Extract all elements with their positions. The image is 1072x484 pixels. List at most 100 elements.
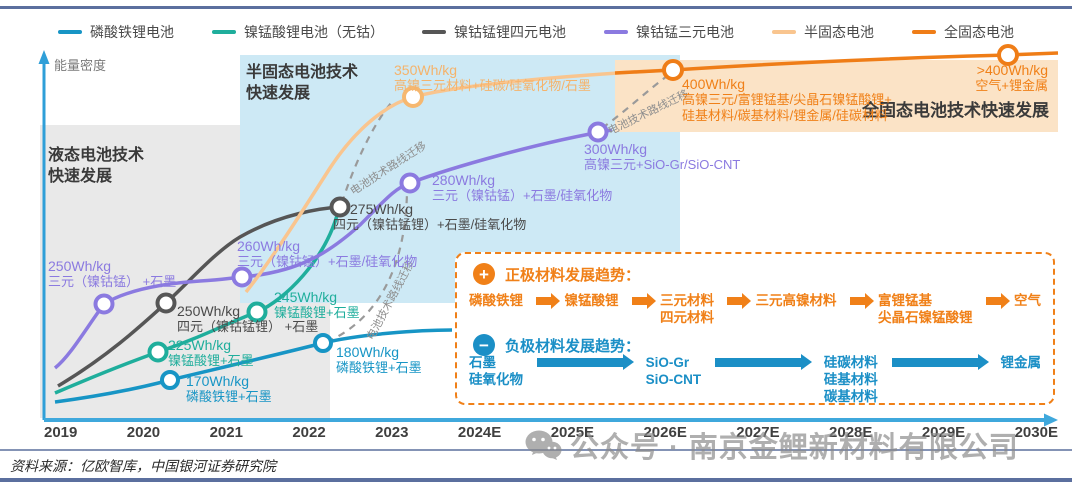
step-line: 磷酸铁锂 bbox=[469, 293, 523, 308]
annotation-material: 镍锰酸锂+石墨 bbox=[274, 305, 360, 320]
source-note: 资料来源：亿欧智库，中国银河证券研究院 bbox=[10, 458, 276, 474]
zone-title-line: 快速发展 bbox=[246, 85, 311, 102]
annotation-material: 三元（镍钴锰）+石墨/硅氧化物 bbox=[237, 254, 418, 269]
marker-300wh-ternary bbox=[587, 121, 609, 143]
annotation-value: 245Wh/kg bbox=[274, 289, 338, 305]
annotation-value: >400Wh/kg bbox=[976, 62, 1048, 78]
legend-item-ternary: 镍钴锰三元电池 bbox=[604, 22, 734, 42]
x-tick: 2019 bbox=[44, 424, 78, 441]
annotation-260wh-ternary: 260Wh/kg 三元（镍钴锰）+石墨/硅氧化物 bbox=[237, 238, 417, 270]
curve-lnmo bbox=[54, 211, 340, 395]
step-line: 锂金属 bbox=[1000, 355, 1041, 370]
y-axis-arrowhead bbox=[38, 50, 50, 64]
x-tick: 2027E bbox=[736, 424, 780, 441]
annotation-material: 磷酸铁锂+石墨 bbox=[186, 389, 272, 404]
zone-title-semi-solid: 半固态电池技术 快速发展 bbox=[246, 62, 358, 104]
annotation-value: 250Wh/kg bbox=[177, 303, 241, 319]
material-trend-box: + 正极材料发展趋势： 磷酸铁锂 镍锰酸锂 三元材料 四元材料 三元高镍材料 富… bbox=[455, 252, 1055, 405]
annotation-material: 镍锰酸锂+石墨 bbox=[168, 353, 254, 368]
curve-quaternary bbox=[57, 205, 341, 388]
cathode-trend-row: 磷酸铁锂 镍锰酸锂 三元材料 四元材料 三元高镍材料 富锂锰基 尖晶石镍锰酸锂 bbox=[469, 292, 1041, 326]
legend-item-all-solid: 全固态电池 bbox=[912, 22, 1014, 42]
cathode-trend-title: 正极材料发展趋势： bbox=[505, 266, 641, 284]
step-line: 空气 bbox=[1014, 293, 1041, 308]
legend-label: 镍锰酸锂电池（无钴） bbox=[244, 24, 384, 40]
x-tick: 2022 bbox=[292, 424, 326, 441]
curve-lfp bbox=[54, 328, 453, 404]
legend-label: 半固态电池 bbox=[804, 24, 874, 40]
legend-item-lfp: 磷酸铁锂电池 bbox=[58, 22, 174, 42]
annotation-gt400wh-all-solid: >400Wh/kg 空气+锂金属 bbox=[912, 62, 1048, 94]
zone-title-liquid: 液态电池技术 快速发展 bbox=[48, 145, 144, 187]
marker-gt400wh-all-solid bbox=[997, 44, 1019, 66]
marker-260wh-ternary bbox=[231, 266, 253, 288]
step-line: 镍锰酸锂 bbox=[564, 293, 619, 308]
step-line: 硅碳材料 bbox=[823, 355, 878, 370]
zone-title-line: 液态电池技术 bbox=[48, 147, 145, 164]
chart-legend: 磷酸铁锂电池 镍锰酸锂电池（无钴） 镍钴锰锂四元电池 镍钴锰三元电池 半固态电池… bbox=[0, 22, 1072, 42]
step-line: 富锂锰基 bbox=[878, 293, 932, 308]
legend-label: 镍钴锰锂四元电池 bbox=[454, 24, 566, 40]
annotation-material: 三元（镍钴锰）+石墨/硅氧化物 bbox=[432, 188, 613, 203]
annotation-245wh-lnmo: 245Wh/kg 镍锰酸锂+石墨 bbox=[274, 289, 360, 321]
annotation-350wh-semi-solid: 350Wh/kg 高镍三元材料+硅碳/硅氧化物/石墨 bbox=[394, 62, 591, 94]
cathode-trend-header: + 正极材料发展趋势： bbox=[473, 263, 640, 285]
legend-swatch-lfp bbox=[58, 30, 82, 34]
annotation-value: 250Wh/kg bbox=[48, 258, 112, 274]
annotation-180wh-lfp: 180Wh/kg 磷酸铁锂+石墨 bbox=[336, 344, 422, 376]
legend-label: 全固态电池 bbox=[944, 24, 1014, 40]
arrow-right-icon bbox=[537, 354, 635, 370]
annotation-400wh-all-solid: 400Wh/kg 高镍三元/富锂锰基/尖晶石镍锰酸锂+ 硅基材料/碳基材料/锂金… bbox=[682, 76, 892, 124]
legend-item-quaternary: 镍钴锰锂四元电池 bbox=[422, 22, 566, 42]
arrow-right-icon bbox=[715, 354, 813, 370]
anode-step: 石墨 硅氧化物 bbox=[469, 354, 523, 388]
annotation-225wh-lnmo: 225Wh/kg 镍锰酸锂+石墨 bbox=[168, 337, 254, 369]
annotation-300wh-ternary: 300Wh/kg 高镍三元+SiO-Gr/SiO-CNT bbox=[584, 141, 740, 173]
step-line: SiO-Gr bbox=[645, 355, 690, 370]
anode-step: 硅碳材料 硅基材料 碳基材料 bbox=[824, 354, 878, 405]
zone-all-solid-bg bbox=[615, 60, 1058, 132]
annotation-material: 高镍三元/富锂锰基/尖晶石镍锰酸锂+ bbox=[682, 92, 892, 107]
annotation-value: 280Wh/kg bbox=[432, 172, 496, 188]
annotation-value: 275Wh/kg bbox=[350, 201, 414, 217]
step-line: 三元高镍材料 bbox=[755, 293, 837, 308]
annotation-250wh-ternary: 250Wh/kg 三元（镍钴锰） +石墨 bbox=[48, 258, 176, 290]
legend-swatch-all-solid bbox=[912, 30, 936, 34]
anode-trend-row: 石墨 硅氧化物 SiO-Gr SiO-CNT 硅碳材料 硅基材料 碳基材料 锂金… bbox=[469, 354, 1041, 405]
minus-icon: − bbox=[473, 334, 495, 356]
zone-title-line: 快速发展 bbox=[48, 168, 113, 185]
legend-label: 磷酸铁锂电池 bbox=[90, 24, 174, 40]
x-tick: 2029E bbox=[921, 424, 966, 441]
step-line: 三元材料 bbox=[660, 293, 714, 308]
annotation-value: 400Wh/kg bbox=[682, 76, 746, 92]
x-tick: 2023 bbox=[375, 424, 409, 441]
step-line: 硅基材料 bbox=[823, 372, 878, 387]
cathode-step: 空气 bbox=[1014, 292, 1041, 309]
annotation-250wh-quaternary: 250Wh/kg 四元（镍钴锰锂） +石墨 bbox=[177, 303, 318, 335]
y-axis-label: 能量密度 bbox=[54, 58, 107, 73]
cathode-step: 磷酸铁锂 bbox=[469, 292, 523, 309]
x-tick: 2026E bbox=[643, 424, 687, 441]
marker-245wh-lnmo bbox=[246, 301, 268, 323]
legend-label: 镍钴锰三元电池 bbox=[636, 24, 734, 40]
annotation-material: 硅基材料/碳基材料/锂金属/硅碳材料 bbox=[682, 108, 888, 123]
zone-title-all-solid: 全固态电池技术快速发展 bbox=[862, 100, 1049, 121]
annotation-material: 四元（镍钴锰锂）+石墨/硅氧化物 bbox=[333, 217, 527, 232]
annotation-170wh-lfp: 170Wh/kg 磷酸铁锂+石墨 bbox=[186, 373, 272, 405]
arrow-right-icon bbox=[727, 293, 752, 309]
annotation-value: 180Wh/kg bbox=[336, 344, 400, 360]
marker-250wh-ternary bbox=[93, 293, 115, 315]
annotation-value: 300Wh/kg bbox=[584, 141, 648, 157]
arrow-right-icon bbox=[536, 293, 561, 309]
step-line: 四元材料 bbox=[660, 310, 714, 325]
marker-250wh-quaternary bbox=[155, 292, 177, 314]
transition-line-ternary-to-all-solid bbox=[601, 73, 671, 129]
zone-title-line: 半固态电池技术 bbox=[246, 64, 359, 81]
anode-step: 锂金属 bbox=[1000, 354, 1041, 371]
marker-280wh-ternary bbox=[399, 172, 421, 194]
annotation-material: 三元（镍钴锰） +石墨 bbox=[48, 274, 177, 289]
x-tick: 2021 bbox=[209, 424, 243, 441]
arrow-right-icon bbox=[892, 354, 990, 370]
legend-swatch-ternary bbox=[604, 30, 628, 34]
